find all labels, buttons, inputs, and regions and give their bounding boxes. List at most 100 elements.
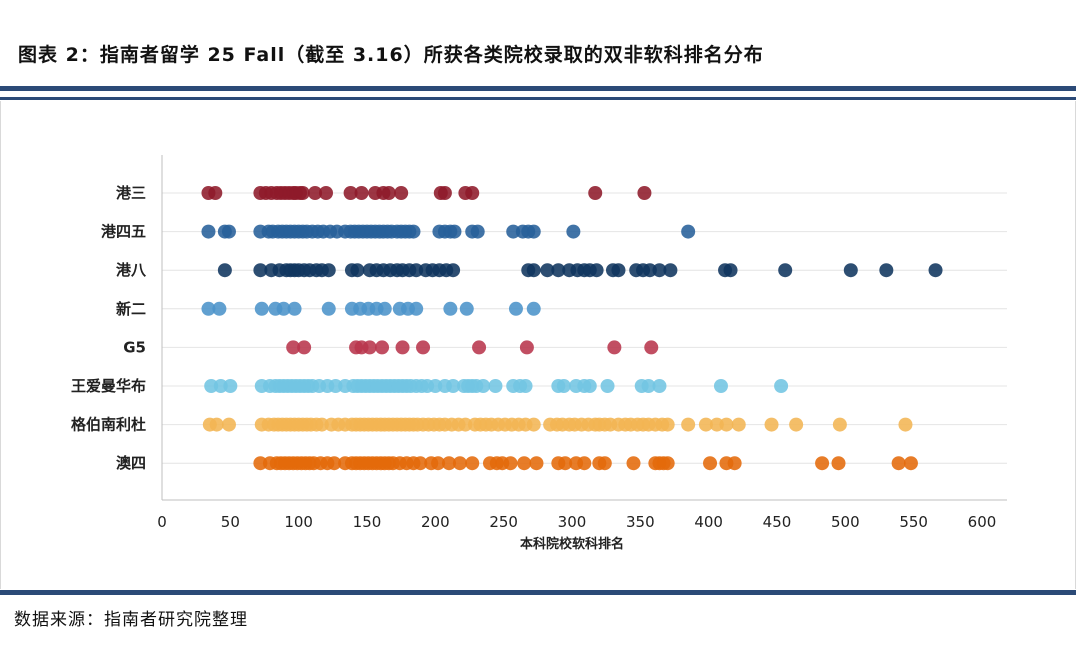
data-point — [660, 417, 675, 432]
top-rule-thin — [0, 97, 1076, 100]
data-point — [381, 186, 396, 200]
data-point — [395, 340, 410, 355]
data-point — [308, 186, 323, 200]
data-point — [764, 417, 779, 432]
data-point — [431, 456, 446, 471]
data-point — [212, 301, 227, 316]
data-point — [213, 379, 228, 393]
data-point — [223, 379, 238, 393]
data-point — [731, 417, 746, 432]
x-tick-label: 550 — [899, 513, 928, 531]
data-point — [611, 263, 626, 278]
data-point — [589, 263, 604, 278]
x-tick-label: 250 — [489, 513, 518, 531]
data-point — [774, 379, 789, 393]
data-point — [413, 456, 428, 471]
chart-frame — [0, 101, 1076, 589]
data-point — [526, 224, 541, 239]
category-label: G5 — [123, 338, 146, 356]
data-point — [508, 301, 523, 316]
data-point — [221, 224, 236, 239]
bottom-rule — [0, 590, 1076, 595]
data-point — [254, 301, 269, 316]
data-point — [375, 340, 390, 355]
data-point — [276, 301, 291, 316]
data-point — [529, 456, 544, 471]
data-point — [582, 379, 597, 393]
data-point — [526, 263, 541, 278]
data-point — [447, 224, 462, 239]
data-point — [898, 417, 913, 432]
data-point — [519, 340, 534, 355]
data-point — [903, 456, 918, 471]
data-point — [362, 340, 377, 355]
data-point — [719, 417, 734, 432]
data-point — [287, 301, 302, 316]
data-point — [588, 186, 603, 200]
data-point — [566, 224, 581, 239]
data-point — [703, 456, 718, 471]
data-points — [201, 186, 943, 471]
data-point — [442, 456, 456, 471]
data-point — [476, 379, 491, 393]
figure-title: 图表 2：指南者留学 25 Fall（截至 3.16）所获各类院校录取的双非软科… — [18, 44, 764, 66]
x-tick-label: 600 — [968, 513, 997, 531]
data-point — [652, 379, 667, 393]
data-point — [297, 340, 312, 355]
data-point — [350, 263, 365, 278]
data-point — [208, 186, 223, 200]
data-point — [503, 456, 518, 471]
data-point — [789, 417, 804, 432]
data-point — [879, 263, 894, 278]
data-point — [409, 263, 424, 278]
category-label: 澳四 — [116, 454, 146, 472]
category-label: 新二 — [116, 300, 146, 318]
data-point — [428, 379, 443, 393]
data-point — [597, 456, 612, 471]
data-point — [644, 340, 659, 355]
data-point — [472, 340, 487, 355]
data-point — [488, 379, 503, 393]
data-point — [319, 186, 333, 200]
data-point — [416, 340, 431, 355]
data-point — [832, 417, 847, 432]
data-point — [831, 456, 846, 471]
data-point — [652, 263, 667, 278]
data-point — [843, 263, 858, 278]
data-point — [437, 186, 452, 200]
data-point — [506, 224, 521, 239]
data-point — [253, 263, 268, 278]
data-point — [443, 301, 458, 316]
data-point — [209, 417, 224, 432]
data-point — [204, 379, 219, 393]
data-point — [470, 224, 485, 239]
data-point — [295, 186, 310, 200]
data-point — [526, 417, 541, 432]
data-point — [709, 417, 724, 432]
data-point — [446, 379, 461, 393]
x-tick-label: 450 — [763, 513, 792, 531]
data-point — [321, 301, 336, 316]
data-point — [642, 263, 657, 278]
x-tick-label: 500 — [831, 513, 860, 531]
data-point — [328, 379, 343, 393]
data-point — [458, 417, 473, 432]
data-point — [343, 186, 358, 200]
data-point — [727, 456, 742, 471]
data-point — [327, 456, 342, 471]
data-point — [394, 186, 409, 200]
data-point — [698, 417, 713, 432]
source-note: 数据来源：指南者研究院整理 — [14, 610, 248, 630]
x-axis-title: 本科院校软科排名 — [520, 536, 624, 552]
data-point — [607, 340, 622, 355]
category-label: 港八 — [116, 261, 147, 279]
data-point — [660, 456, 675, 471]
data-point — [526, 301, 541, 316]
category-label: 港三 — [116, 184, 146, 202]
x-tick-label: 350 — [626, 513, 655, 531]
data-point — [577, 456, 592, 471]
data-point — [540, 263, 555, 278]
data-point — [928, 263, 943, 278]
data-point — [201, 224, 216, 239]
